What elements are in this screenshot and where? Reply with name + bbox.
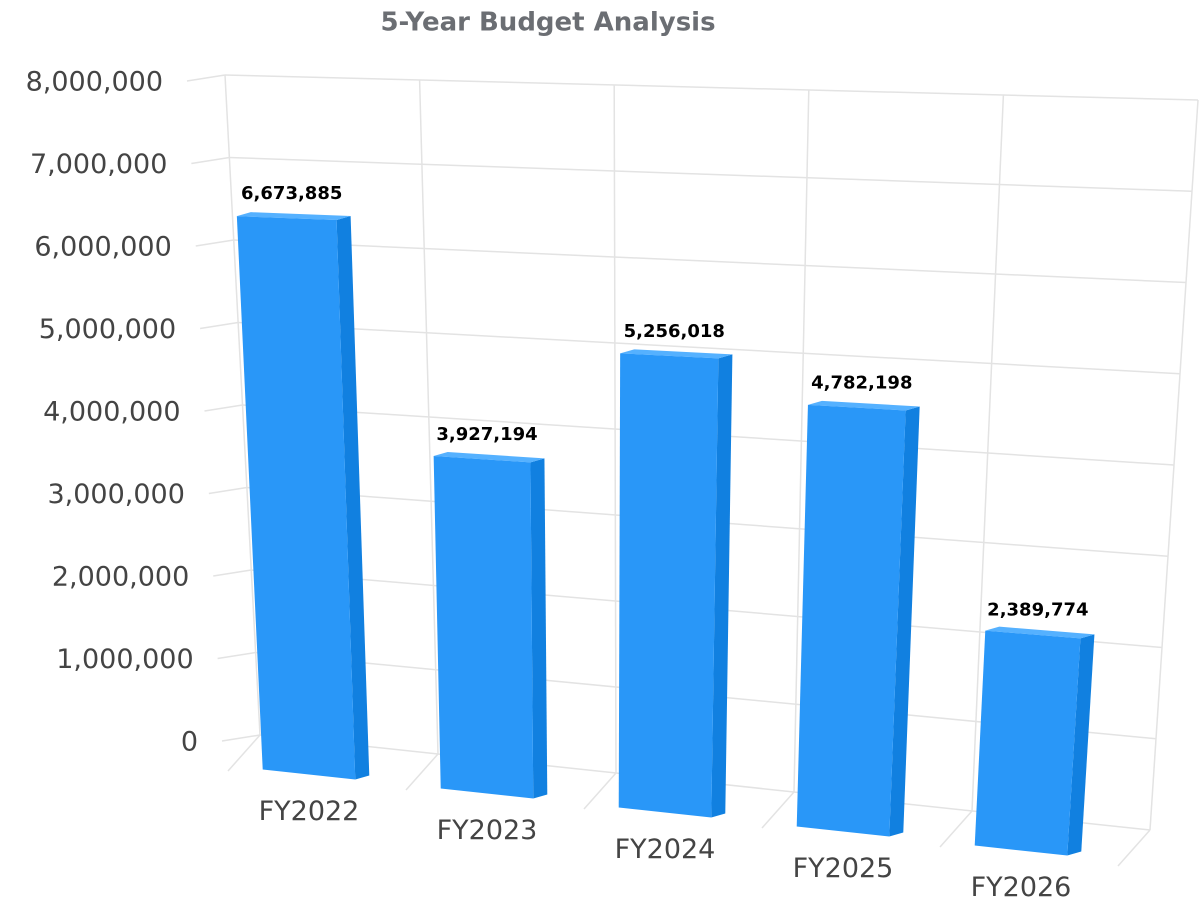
grid-line (204, 404, 243, 412)
y-tick-label: 2,000,000 (52, 562, 189, 593)
grid-divider (613, 84, 617, 774)
bar-top (236, 212, 351, 220)
data-label: 4,782,198 (811, 373, 912, 394)
grid-divider (1149, 99, 1199, 831)
bar-side (711, 354, 733, 818)
grid-line (229, 156, 1193, 192)
bar-top (433, 452, 545, 463)
grid-line (195, 239, 234, 247)
bar (974, 630, 1081, 856)
y-tick-label: 4,000,000 (43, 397, 180, 428)
y-tick-label: 1,000,000 (56, 644, 193, 675)
data-label: 3,927,194 (436, 424, 537, 445)
grid-line (191, 156, 230, 165)
bar-side (889, 406, 920, 837)
floor-line (405, 753, 439, 791)
grid-line (208, 486, 247, 495)
x-tick-label: FY2026 (971, 872, 1072, 903)
floor-line (583, 772, 617, 810)
chart-title: 5-Year Budget Analysis (380, 8, 715, 38)
floor-line (939, 810, 973, 848)
x-tick-label: FY2025 (793, 853, 894, 884)
x-tick-label: FY2023 (437, 815, 538, 846)
y-tick-label: 0 (181, 727, 198, 758)
grid-line (221, 734, 261, 742)
data-label: 2,389,774 (987, 600, 1088, 621)
grid-divider (793, 89, 810, 793)
y-tick-label: 6,000,000 (34, 232, 171, 263)
data-label: 5,256,018 (624, 321, 725, 342)
x-tick-label: FY2024 (615, 834, 716, 865)
bar (236, 216, 356, 780)
y-tick-label: 3,000,000 (47, 479, 184, 510)
bar-top (985, 626, 1095, 639)
grid-line (238, 321, 1181, 375)
data-label: 6,673,885 (241, 183, 342, 204)
bar (433, 456, 534, 799)
y-tick-label: 7,000,000 (30, 149, 167, 180)
bar-side (530, 458, 548, 799)
bar-side (1067, 634, 1095, 856)
bar-top (620, 349, 733, 359)
grid-divider (418, 79, 439, 755)
grid-line (224, 74, 1199, 101)
grid-line (213, 569, 252, 577)
grid-line (233, 239, 1187, 284)
y-tick-label: 5,000,000 (39, 314, 176, 345)
x-tick-label: FY2022 (259, 796, 360, 827)
bar (796, 404, 906, 837)
grid-line (186, 74, 226, 82)
floor-line (1117, 829, 1151, 867)
floor-line (227, 734, 261, 772)
y-tick-label: 8,000,000 (26, 67, 163, 98)
grid-divider (971, 94, 1005, 812)
grid-line (200, 321, 239, 330)
grid-divider (224, 74, 261, 736)
bar-top (807, 400, 920, 411)
floor-line (761, 791, 795, 829)
grid-line (217, 651, 256, 660)
bar (618, 353, 719, 818)
bar-side (336, 215, 370, 780)
